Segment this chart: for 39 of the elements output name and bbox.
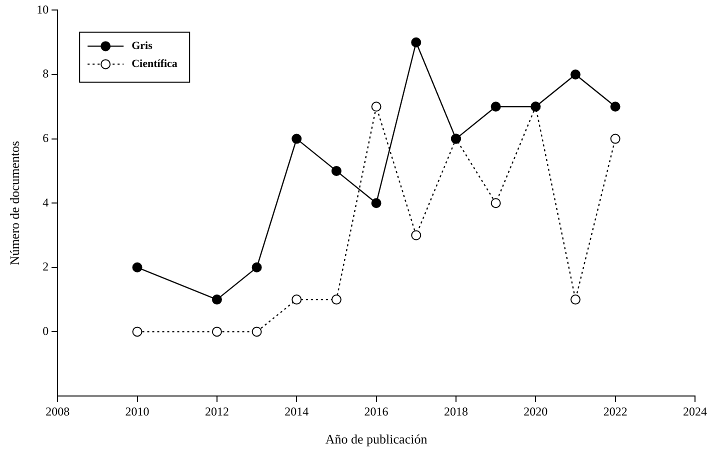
point <box>610 102 620 112</box>
point <box>610 134 620 144</box>
point <box>371 198 382 208</box>
x-tick-label: 2008 <box>46 404 70 418</box>
point <box>212 294 222 305</box>
point <box>570 294 580 305</box>
legend-label: Científica <box>132 58 178 70</box>
point <box>411 37 422 48</box>
point <box>331 166 342 176</box>
x-axis-title: Año de publicación <box>325 432 428 447</box>
y-tick-label: 0 <box>42 324 49 338</box>
x-tick-label: 2018 <box>444 404 468 418</box>
y-tick-label: 2 <box>42 260 49 274</box>
point <box>411 230 422 240</box>
x-tick-label: 2016 <box>364 404 388 418</box>
point <box>490 198 501 208</box>
point <box>252 326 262 337</box>
point <box>490 102 501 112</box>
y-tick-label: 6 <box>42 130 49 145</box>
x-tick-label: 2014 <box>284 404 309 418</box>
point <box>331 294 342 305</box>
point <box>292 134 302 144</box>
x-tick-label: 2024 <box>683 404 707 418</box>
point <box>132 262 142 272</box>
point <box>292 294 302 305</box>
point <box>132 326 142 337</box>
y-tick-label: 10 <box>36 2 49 16</box>
x-tick-label: 2020 <box>524 404 548 418</box>
point <box>212 326 222 337</box>
point <box>371 102 382 112</box>
y-tick-label: 4 <box>42 195 49 210</box>
y-axis-title: Número de documentos <box>7 141 22 266</box>
point <box>252 262 262 272</box>
x-tick-label: 2012 <box>204 404 229 418</box>
x-tick-label: 2022 <box>603 404 628 418</box>
legend-label: Gris <box>132 40 154 52</box>
point <box>570 70 580 80</box>
x-tick-label: 2010 <box>125 404 150 418</box>
y-tick-label: 8 <box>42 66 49 81</box>
